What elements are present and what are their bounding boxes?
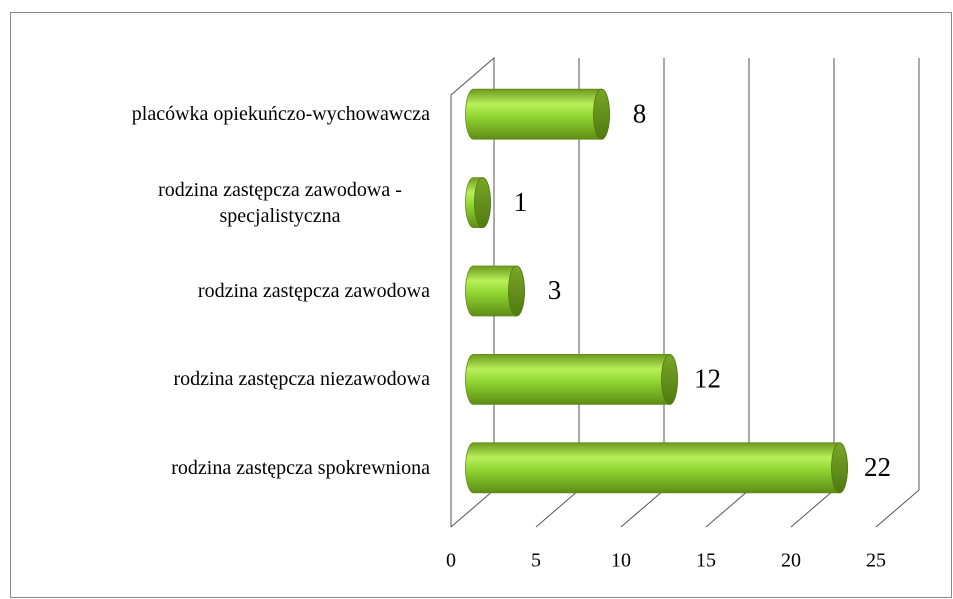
value-label: 12	[694, 364, 721, 394]
value-label: 1	[514, 187, 528, 217]
value-label: 22	[864, 452, 891, 482]
floor-line	[450, 489, 495, 528]
x-tick-label: 0	[446, 550, 456, 572]
floor-line	[620, 489, 665, 528]
plot-area: 0 5 10 15 20 25 8 1 3 12 22	[446, 56, 920, 572]
floor-line	[790, 489, 835, 528]
bar-cap	[831, 442, 848, 494]
x-tick-label: 15	[696, 550, 716, 572]
bar	[465, 442, 848, 494]
category-text: rodzina zastępcza niezawodowa	[173, 368, 430, 391]
category-text: placówka opiekuńczo-wychowawcza	[131, 103, 430, 126]
bar-cap	[508, 265, 525, 317]
floor-line	[535, 489, 580, 528]
floor-line	[875, 489, 920, 528]
category-text: rodzina zastępcza zawodowa	[197, 280, 430, 302]
value-label: 8	[633, 98, 647, 128]
x-tick-label: 10	[611, 550, 631, 572]
y-tick-label: rodzina zastępcza spokrewniona	[20, 438, 430, 498]
bar-cap	[593, 88, 610, 140]
bar	[465, 88, 610, 140]
x-tick-label: 5	[531, 550, 541, 572]
chart-border	[10, 12, 952, 598]
category-text: rodzina zastępcza spokrewniona	[171, 456, 430, 479]
category-text: rodzina zastępcza zawodowa - specjalisty…	[158, 178, 402, 227]
y-tick-label: rodzina zastępcza zawodowa - specjalisty…	[20, 173, 430, 233]
x-tick-label: 25	[866, 550, 886, 572]
bar	[465, 354, 678, 405]
floor-line	[705, 489, 750, 528]
value-label: 3	[548, 275, 562, 305]
y-tick-label: rodzina zastępcza zawodowa	[20, 261, 430, 321]
y-tick-label: placówka opiekuńczo-wychowawcza	[20, 84, 430, 144]
x-tick-label: 20	[781, 550, 801, 572]
bar-cap	[474, 177, 491, 229]
bar-cap	[661, 353, 678, 405]
y-tick-label: rodzina zastępcza niezawodowa	[20, 349, 430, 409]
